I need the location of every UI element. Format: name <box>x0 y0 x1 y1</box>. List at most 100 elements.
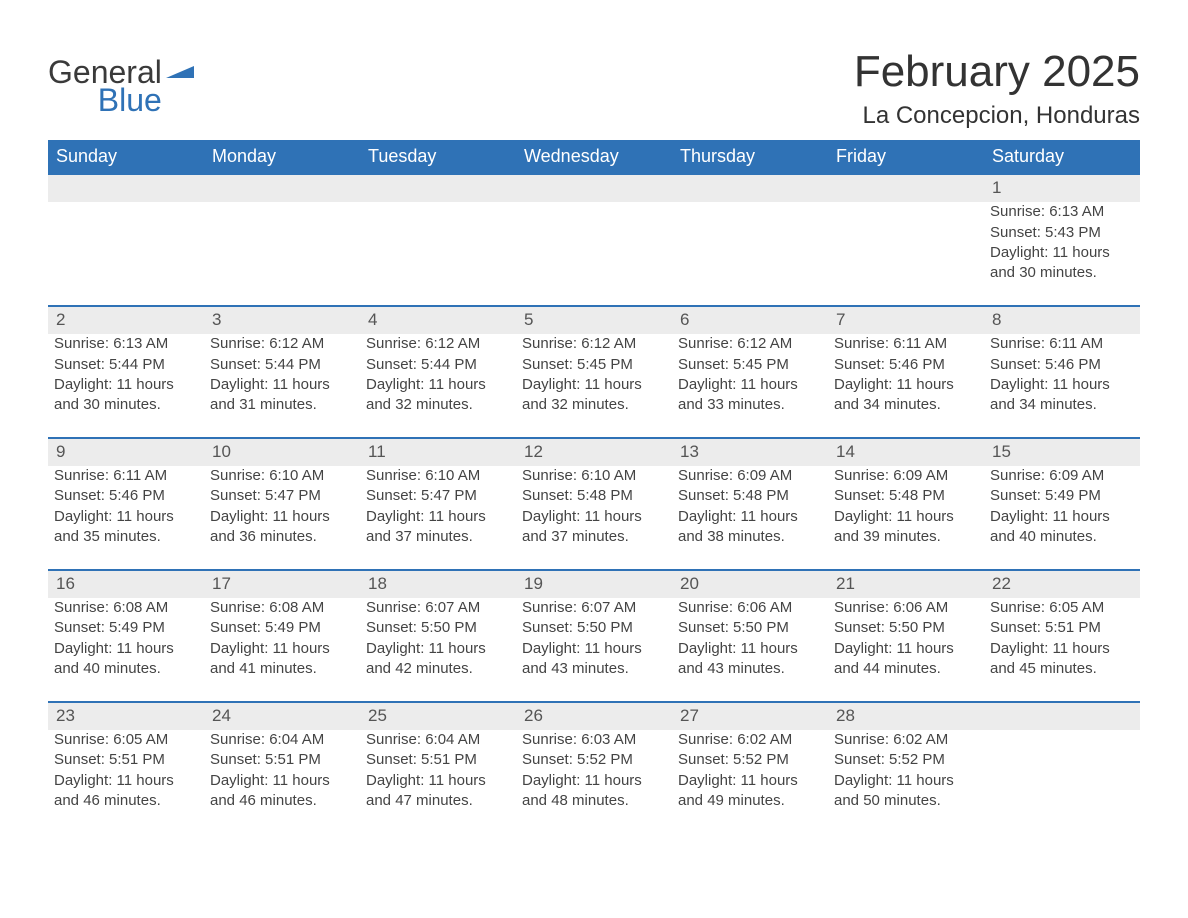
day-cell: Sunrise: 6:05 AMSunset: 5:51 PMDaylight:… <box>984 598 1140 702</box>
sunset-text: Sunset: 5:50 PM <box>834 618 978 638</box>
sunrise-text: Sunrise: 6:10 AM <box>366 466 510 486</box>
location-label: La Concepcion, Honduras <box>854 102 1140 130</box>
daylight-text: Daylight: 11 hours <box>522 375 666 395</box>
sunrise-text: Sunrise: 6:11 AM <box>834 334 978 354</box>
day-number: 18 <box>360 570 516 598</box>
daylight-text: Daylight: 11 hours <box>834 639 978 659</box>
sunrise-text: Sunrise: 6:09 AM <box>834 466 978 486</box>
day-cell: Sunrise: 6:02 AMSunset: 5:52 PMDaylight:… <box>828 730 984 833</box>
daylight-text: and 43 minutes. <box>522 659 666 679</box>
flag-icon <box>166 62 194 82</box>
daylight-text: Daylight: 11 hours <box>210 639 354 659</box>
daylight-text: and 47 minutes. <box>366 791 510 811</box>
daylight-text: Daylight: 11 hours <box>834 507 978 527</box>
weekday-header: Friday <box>828 140 984 174</box>
daylight-text: and 44 minutes. <box>834 659 978 679</box>
daylight-text: and 34 minutes. <box>990 395 1134 415</box>
sunrise-text: Sunrise: 6:11 AM <box>990 334 1134 354</box>
sunset-text: Sunset: 5:46 PM <box>54 486 198 506</box>
day-number: 12 <box>516 438 672 466</box>
day-number: 14 <box>828 438 984 466</box>
daylight-text: Daylight: 11 hours <box>678 639 822 659</box>
daylight-text: and 46 minutes. <box>54 791 198 811</box>
empty-day-number <box>672 174 828 202</box>
sunset-text: Sunset: 5:44 PM <box>210 355 354 375</box>
day-cell: Sunrise: 6:04 AMSunset: 5:51 PMDaylight:… <box>204 730 360 833</box>
daylight-text: and 40 minutes. <box>54 659 198 679</box>
sunset-text: Sunset: 5:48 PM <box>834 486 978 506</box>
weekday-header: Monday <box>204 140 360 174</box>
sunset-text: Sunset: 5:52 PM <box>522 750 666 770</box>
day-number: 7 <box>828 306 984 334</box>
daylight-text: and 38 minutes. <box>678 527 822 547</box>
sunset-text: Sunset: 5:43 PM <box>990 223 1134 243</box>
day-number: 3 <box>204 306 360 334</box>
sunset-text: Sunset: 5:49 PM <box>210 618 354 638</box>
day-cell: Sunrise: 6:06 AMSunset: 5:50 PMDaylight:… <box>672 598 828 702</box>
sunset-text: Sunset: 5:49 PM <box>54 618 198 638</box>
day-cell: Sunrise: 6:07 AMSunset: 5:50 PMDaylight:… <box>516 598 672 702</box>
week-data-row: Sunrise: 6:13 AMSunset: 5:44 PMDaylight:… <box>48 334 1140 438</box>
day-cell: Sunrise: 6:09 AMSunset: 5:48 PMDaylight:… <box>672 466 828 570</box>
day-cell: Sunrise: 6:07 AMSunset: 5:50 PMDaylight:… <box>360 598 516 702</box>
empty-day-number <box>828 174 984 202</box>
sunrise-text: Sunrise: 6:12 AM <box>522 334 666 354</box>
sunset-text: Sunset: 5:46 PM <box>990 355 1134 375</box>
sunrise-text: Sunrise: 6:12 AM <box>366 334 510 354</box>
day-number: 27 <box>672 702 828 730</box>
daylight-text: Daylight: 11 hours <box>990 375 1134 395</box>
day-cell: Sunrise: 6:10 AMSunset: 5:47 PMDaylight:… <box>204 466 360 570</box>
daylight-text: Daylight: 11 hours <box>366 639 510 659</box>
sunrise-text: Sunrise: 6:05 AM <box>990 598 1134 618</box>
daylight-text: and 43 minutes. <box>678 659 822 679</box>
daylight-text: and 37 minutes. <box>522 527 666 547</box>
day-number: 8 <box>984 306 1140 334</box>
sunrise-text: Sunrise: 6:02 AM <box>834 730 978 750</box>
daylight-text: Daylight: 11 hours <box>834 771 978 791</box>
day-cell: Sunrise: 6:11 AMSunset: 5:46 PMDaylight:… <box>828 334 984 438</box>
weekday-header: Thursday <box>672 140 828 174</box>
sunset-text: Sunset: 5:50 PM <box>522 618 666 638</box>
day-number: 22 <box>984 570 1140 598</box>
day-number: 11 <box>360 438 516 466</box>
empty-day-number <box>204 174 360 202</box>
sunrise-text: Sunrise: 6:02 AM <box>678 730 822 750</box>
day-cell: Sunrise: 6:10 AMSunset: 5:48 PMDaylight:… <box>516 466 672 570</box>
daylight-text: Daylight: 11 hours <box>678 375 822 395</box>
daylight-text: Daylight: 11 hours <box>210 507 354 527</box>
week-data-row: Sunrise: 6:13 AMSunset: 5:43 PMDaylight:… <box>48 202 1140 306</box>
day-number: 15 <box>984 438 1140 466</box>
week-data-row: Sunrise: 6:11 AMSunset: 5:46 PMDaylight:… <box>48 466 1140 570</box>
sunrise-text: Sunrise: 6:10 AM <box>522 466 666 486</box>
sunset-text: Sunset: 5:52 PM <box>834 750 978 770</box>
sunset-text: Sunset: 5:49 PM <box>990 486 1134 506</box>
daylight-text: and 31 minutes. <box>210 395 354 415</box>
sunrise-text: Sunrise: 6:12 AM <box>210 334 354 354</box>
empty-day-cell <box>516 202 672 306</box>
sunset-text: Sunset: 5:47 PM <box>366 486 510 506</box>
empty-day-cell <box>984 730 1140 833</box>
daylight-text: and 32 minutes. <box>366 395 510 415</box>
week-daynum-row: 232425262728 <box>48 702 1140 730</box>
logo-text: General Blue <box>48 56 162 116</box>
daylight-text: and 40 minutes. <box>990 527 1134 547</box>
day-cell: Sunrise: 6:08 AMSunset: 5:49 PMDaylight:… <box>48 598 204 702</box>
sunrise-text: Sunrise: 6:06 AM <box>834 598 978 618</box>
day-cell: Sunrise: 6:03 AMSunset: 5:52 PMDaylight:… <box>516 730 672 833</box>
day-cell: Sunrise: 6:09 AMSunset: 5:48 PMDaylight:… <box>828 466 984 570</box>
daylight-text: and 48 minutes. <box>522 791 666 811</box>
day-number: 17 <box>204 570 360 598</box>
day-cell: Sunrise: 6:12 AMSunset: 5:44 PMDaylight:… <box>360 334 516 438</box>
daylight-text: Daylight: 11 hours <box>210 375 354 395</box>
day-cell: Sunrise: 6:05 AMSunset: 5:51 PMDaylight:… <box>48 730 204 833</box>
sunset-text: Sunset: 5:46 PM <box>834 355 978 375</box>
day-number: 28 <box>828 702 984 730</box>
sunrise-text: Sunrise: 6:12 AM <box>678 334 822 354</box>
daylight-text: Daylight: 11 hours <box>678 771 822 791</box>
daylight-text: and 39 minutes. <box>834 527 978 547</box>
daylight-text: and 35 minutes. <box>54 527 198 547</box>
sunrise-text: Sunrise: 6:05 AM <box>54 730 198 750</box>
sunset-text: Sunset: 5:51 PM <box>990 618 1134 638</box>
sunrise-text: Sunrise: 6:07 AM <box>522 598 666 618</box>
daylight-text: and 42 minutes. <box>366 659 510 679</box>
